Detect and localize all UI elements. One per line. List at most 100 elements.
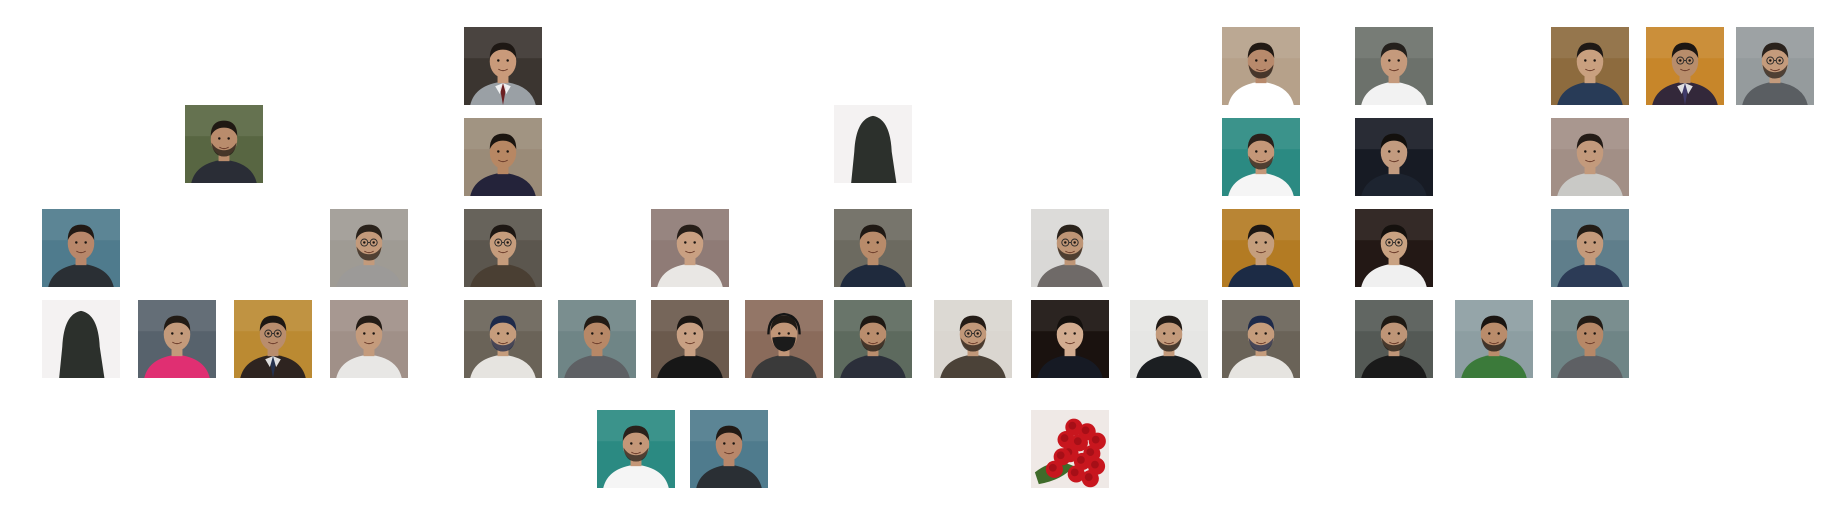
photo-tile[interactable] xyxy=(558,300,636,378)
photo-image xyxy=(1736,27,1814,105)
photo-tile[interactable] xyxy=(1222,118,1300,196)
beard-shape xyxy=(1156,337,1182,352)
photo-tile[interactable] xyxy=(834,300,912,378)
mouth-shape xyxy=(1585,250,1595,254)
face-shape xyxy=(1155,317,1183,351)
beard-shape xyxy=(490,337,516,352)
face-shape xyxy=(1761,44,1789,78)
shirt-shape xyxy=(1557,263,1623,287)
photo-tile[interactable] xyxy=(934,300,1012,378)
shirt-shape xyxy=(1461,354,1527,378)
photo-image xyxy=(464,209,542,287)
photo-tile[interactable] xyxy=(1355,300,1433,378)
shirt-shape xyxy=(1361,263,1427,287)
photo-tile[interactable] xyxy=(185,105,263,183)
photo-image xyxy=(1551,27,1629,105)
photo-image xyxy=(464,118,542,196)
mouth-shape xyxy=(268,341,278,345)
photo-tile[interactable] xyxy=(1355,27,1433,105)
photo-tile[interactable] xyxy=(1031,209,1109,287)
photo-tile[interactable] xyxy=(1222,209,1300,287)
hair-shape xyxy=(1380,224,1408,241)
photo-tile[interactable] xyxy=(1222,27,1300,105)
photo-tile[interactable] xyxy=(834,105,912,183)
photo-tile[interactable] xyxy=(464,27,542,105)
face-shape xyxy=(676,226,704,260)
mouth-shape xyxy=(1680,68,1690,72)
face-shape xyxy=(489,135,517,169)
photo-tile[interactable] xyxy=(234,300,312,378)
face-shape xyxy=(583,317,611,351)
photo-tile[interactable] xyxy=(1551,300,1629,378)
shirt-shape xyxy=(1037,263,1103,287)
photo-image xyxy=(234,300,312,378)
photo-tile[interactable] xyxy=(330,300,408,378)
photo-tile[interactable] xyxy=(1455,300,1533,378)
shirt-shape xyxy=(940,354,1006,378)
photo-tile[interactable] xyxy=(1222,300,1300,378)
face-shape xyxy=(1380,135,1408,169)
photo-tile[interactable] xyxy=(1736,27,1814,105)
photo-tile[interactable] xyxy=(1551,27,1629,105)
photo-tile[interactable] xyxy=(464,209,542,287)
hair-shape xyxy=(1576,315,1604,332)
photo-image xyxy=(1551,209,1629,287)
photo-tile[interactable] xyxy=(138,300,216,378)
photo-tile[interactable] xyxy=(651,209,729,287)
mouth-shape xyxy=(1489,341,1499,345)
photo-tile[interactable] xyxy=(42,300,120,378)
photo-tile[interactable] xyxy=(597,410,675,488)
photo-image xyxy=(464,300,542,378)
face-shape xyxy=(355,317,383,351)
shirt-shape xyxy=(336,263,402,287)
photo-tile[interactable] xyxy=(330,209,408,287)
veiled-silhouette-shape xyxy=(851,115,897,183)
photo-tile[interactable] xyxy=(1355,209,1433,287)
hair-shape xyxy=(676,315,704,332)
photo-tile[interactable] xyxy=(464,118,542,196)
tie-shape xyxy=(1681,83,1689,105)
hair-shape xyxy=(1380,315,1408,332)
tie-shape xyxy=(499,83,507,105)
photo-image xyxy=(834,300,912,378)
beard-shape xyxy=(1381,337,1407,352)
hair-shape xyxy=(489,133,517,150)
photo-tile[interactable] xyxy=(1551,209,1629,287)
photo-tile[interactable] xyxy=(1355,118,1433,196)
hair-shape xyxy=(959,315,987,332)
hair-shape xyxy=(1380,42,1408,59)
hair-shape xyxy=(67,224,95,241)
mouth-shape xyxy=(1256,68,1266,72)
photo-tile[interactable] xyxy=(745,300,823,378)
photo-tile[interactable] xyxy=(1130,300,1208,378)
photo-tile[interactable] xyxy=(834,209,912,287)
face-shape xyxy=(1671,44,1699,78)
face-shape xyxy=(489,317,517,351)
face-shape xyxy=(163,317,191,351)
mouth-shape xyxy=(498,159,508,163)
glasses-shape xyxy=(264,329,273,338)
mouth-shape xyxy=(1389,68,1399,72)
face-shape xyxy=(1576,44,1604,78)
mouth-shape xyxy=(1065,250,1075,254)
veiled-silhouette-shape xyxy=(59,310,105,378)
photo-tile[interactable] xyxy=(42,209,120,287)
photo-tile[interactable] xyxy=(464,300,542,378)
photo-tile[interactable] xyxy=(651,300,729,378)
photo-tile[interactable] xyxy=(690,410,768,488)
hair-shape xyxy=(1247,42,1275,59)
photo-tile[interactable] xyxy=(1031,410,1109,488)
glasses-shape xyxy=(1385,238,1394,247)
photo-image xyxy=(42,209,120,287)
face-mask-shape xyxy=(772,336,796,352)
glasses-shape xyxy=(1061,238,1070,247)
photo-tile[interactable] xyxy=(1646,27,1724,105)
mouth-shape xyxy=(724,451,734,455)
photo-image xyxy=(330,300,408,378)
shirt-shape xyxy=(1742,81,1808,105)
shirt-shape xyxy=(1136,354,1202,378)
hair-shape xyxy=(489,315,517,332)
photo-tile[interactable] xyxy=(1031,300,1109,378)
photo-tile[interactable] xyxy=(1551,118,1629,196)
